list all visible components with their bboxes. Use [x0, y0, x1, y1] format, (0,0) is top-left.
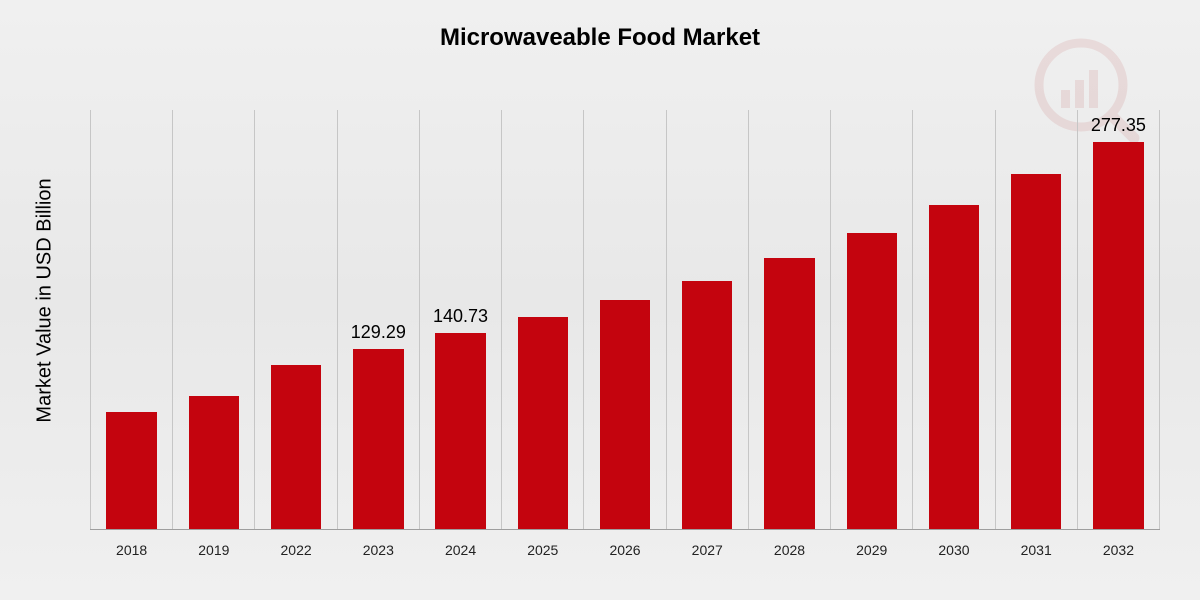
- x-tick-label: 2024: [420, 542, 501, 558]
- bar-column: 2031: [995, 110, 1077, 530]
- bar-value-label: 277.35: [1078, 115, 1159, 136]
- bar: [1011, 174, 1061, 530]
- x-axis-line: [90, 529, 1160, 530]
- bar: [847, 233, 897, 530]
- bar-column: 2027: [666, 110, 748, 530]
- y-axis-label-wrap: Market Value in USD Billion: [30, 0, 60, 600]
- bar-column: 2030: [912, 110, 994, 530]
- bar: [106, 412, 156, 530]
- x-tick-label: 2023: [338, 542, 419, 558]
- bar: [518, 317, 568, 530]
- bar-column: 2029: [830, 110, 912, 530]
- bar: [189, 396, 239, 530]
- x-tick-label: 2027: [667, 542, 748, 558]
- bars-container: 2018201920222023129.292024140.7320252026…: [90, 110, 1160, 530]
- bar-value-label: 140.73: [420, 306, 501, 327]
- bar-column: 2023129.29: [337, 110, 419, 530]
- bar: [929, 205, 979, 530]
- x-tick-label: 2028: [749, 542, 830, 558]
- bar-column: 2025: [501, 110, 583, 530]
- plot-area: 2018201920222023129.292024140.7320252026…: [90, 110, 1160, 530]
- x-tick-label: 2025: [502, 542, 583, 558]
- bar-column: 2032277.35: [1077, 110, 1160, 530]
- bar: [682, 281, 732, 530]
- x-tick-label: 2018: [91, 542, 172, 558]
- bar-value-label: 129.29: [338, 322, 419, 343]
- x-tick-label: 2032: [1078, 542, 1159, 558]
- bar-column: 2026: [583, 110, 665, 530]
- bar: [1093, 142, 1143, 530]
- y-axis-label: Market Value in USD Billion: [34, 178, 57, 422]
- bar: [764, 258, 814, 530]
- bar: [353, 349, 403, 530]
- bar-column: 2022: [254, 110, 336, 530]
- x-tick-label: 2029: [831, 542, 912, 558]
- chart-title: Microwaveable Food Market: [0, 24, 1200, 52]
- bar-column: 2028: [748, 110, 830, 530]
- bar: [600, 300, 650, 530]
- x-tick-label: 2026: [584, 542, 665, 558]
- x-tick-label: 2030: [913, 542, 994, 558]
- bar-column: 2024140.73: [419, 110, 501, 530]
- x-tick-label: 2019: [173, 542, 254, 558]
- bar-column: 2019: [172, 110, 254, 530]
- x-tick-label: 2031: [996, 542, 1077, 558]
- bar: [271, 365, 321, 530]
- bar-column: 2018: [90, 110, 172, 530]
- bar: [435, 333, 485, 530]
- x-tick-label: 2022: [255, 542, 336, 558]
